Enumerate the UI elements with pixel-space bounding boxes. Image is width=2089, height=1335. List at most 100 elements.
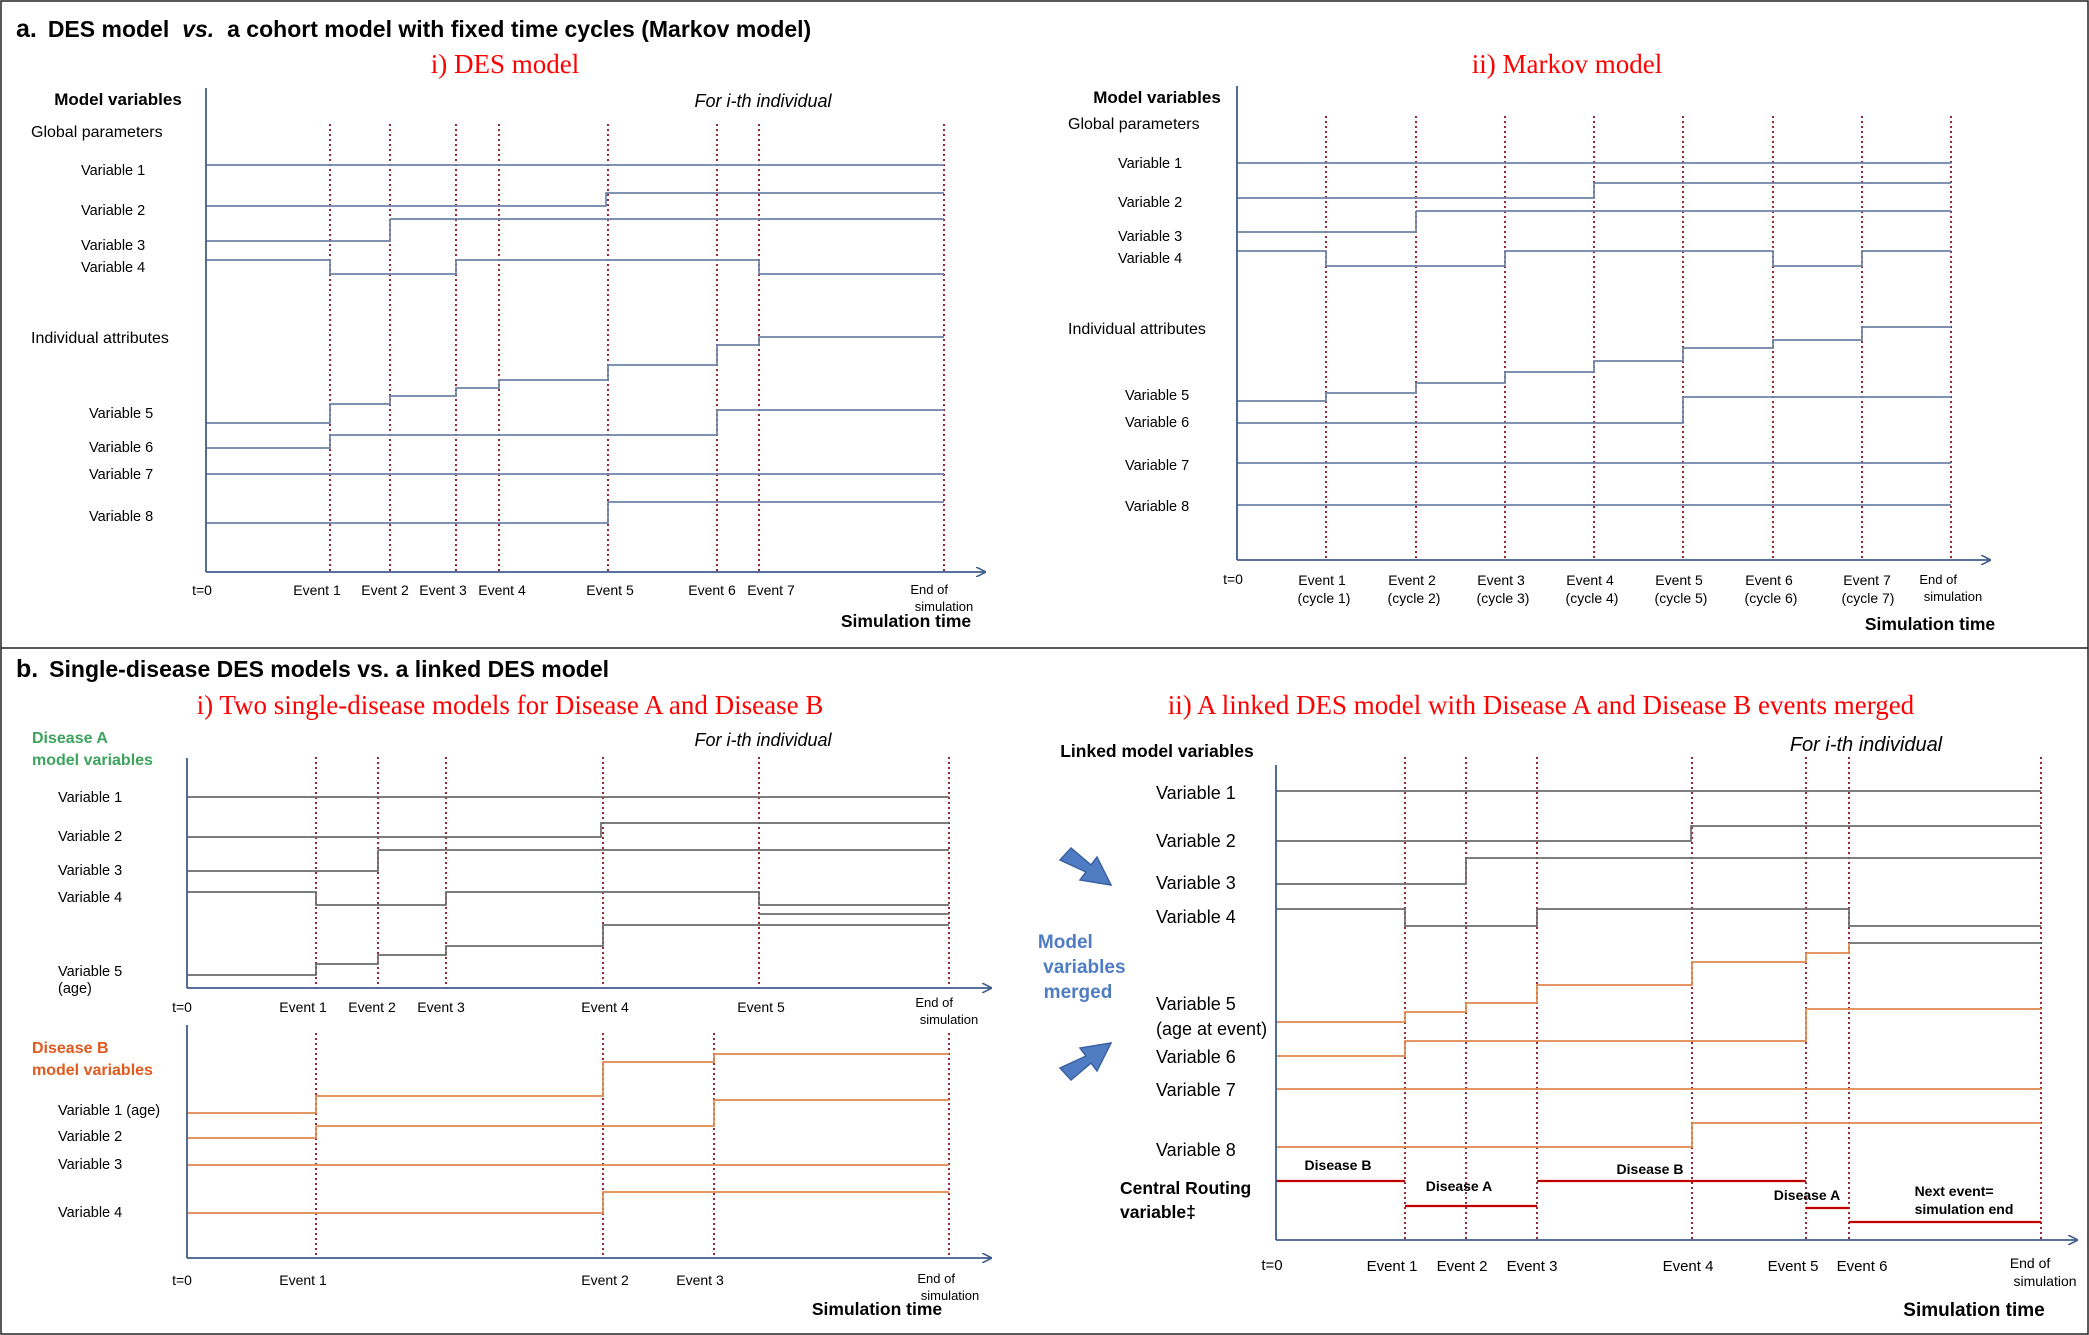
central-routing-trace [1276, 1179, 2041, 1224]
variable-label: Variable 7 [89, 467, 153, 483]
axes [186, 758, 991, 988]
variable-label: Variable 6 [1125, 415, 1189, 431]
event-lines [315, 757, 950, 988]
variable-label: Variable 6 [89, 440, 153, 456]
variable-label: Variable 3 [1118, 229, 1182, 245]
axis-title: Linked model variables [1060, 741, 1254, 761]
trace-variable-2 [187, 822, 949, 838]
variable-label: Variable 5 [89, 406, 153, 422]
event-label: Event 5 [737, 999, 785, 1015]
group-global-parameters: Global parameters [31, 124, 163, 141]
variable-label: Variable 4 [58, 890, 122, 906]
event-label: Event 3 [417, 999, 465, 1015]
trace-variable-8 [206, 501, 944, 524]
variable-label: Variable 2 [58, 829, 122, 845]
cycle-label: (cycle 3) [1477, 590, 1530, 606]
axis-title: Model variables [1093, 88, 1221, 107]
event-label: Event 4 [1566, 572, 1614, 588]
trace-variable-6 [1276, 1008, 2041, 1057]
event-label: Event 2 [581, 1272, 629, 1288]
trace-variable-5 [206, 336, 944, 424]
event-label: Event 1 [1298, 572, 1346, 588]
event-labels: Event 1 Event 2 Event 3 Event 4 Event 5 … [1367, 1258, 1888, 1275]
variable-labels: Variable 1 Variable 2 Variable 3 Variabl… [81, 163, 153, 525]
trace-variable-2 [206, 192, 944, 207]
event-lines [329, 124, 945, 572]
event-label: Event 2 [361, 582, 409, 598]
x-axis-label: Simulation time [1903, 1300, 2044, 1321]
variable-label: Variable 2 [1118, 195, 1182, 211]
event-label: Event 4 [478, 582, 526, 598]
t0-label: t=0 [172, 999, 192, 1015]
trace-variable-4 [1276, 908, 2041, 927]
end-of-simulation-label: End of simulation [1919, 572, 1982, 604]
routing-state-label: Disease A [1774, 1187, 1840, 1203]
disease-a-title: Disease A model variables [32, 730, 153, 769]
variable-label: Variable 4 [1118, 251, 1182, 267]
end-of-simulation-label: End of simulation [915, 995, 978, 1027]
event-label: Event 2 [348, 999, 396, 1015]
disease-b-traces [1276, 943, 2041, 1148]
variable-label: Variable 1 [58, 790, 122, 806]
t0-label: t=0 [172, 1272, 192, 1288]
variable-label: Variable 8 [89, 509, 153, 525]
merge-arrow-up-icon [1058, 1042, 1113, 1082]
variable-labels: Variable 1 Variable 2 Variable 3 Variabl… [1156, 783, 1267, 1160]
event-label: Event 3 [1507, 1258, 1558, 1275]
group-individual-attributes: Individual attributes [1068, 321, 1206, 338]
event-label: Event 7 [747, 582, 795, 598]
individual-note: For i-th individual [694, 730, 832, 750]
merge-arrow-down-icon [1058, 846, 1113, 886]
panel-title: ii) Markov model [1472, 49, 1662, 79]
x-axis-label: Simulation time [1865, 614, 1996, 634]
variable-label: Variable 1 [1118, 156, 1182, 172]
variable-label: Variable 5 [1156, 994, 1236, 1014]
event-label: Event 5 [1655, 572, 1703, 588]
variable-label: Variable 1 (age) [58, 1103, 160, 1119]
t0-label: t=0 [192, 582, 212, 598]
end-of-simulation-label: End of simulation [910, 582, 973, 614]
trace-variable-8 [1276, 1122, 2041, 1148]
merge-label: Model variables merged [1038, 932, 1131, 1003]
variable-traces [187, 1053, 949, 1214]
panel-des-model: i) DES model Model variables For i-th in… [31, 49, 985, 631]
section-b-title: b. Single-disease DES models vs. a linke… [16, 655, 609, 683]
routing-state-label: Disease A [1426, 1178, 1492, 1194]
axis-title: Model variables [54, 90, 182, 109]
event-lines [1404, 757, 2042, 1240]
disease-b-chart: Disease B model variables Variable 1 (ag… [32, 1025, 991, 1319]
event-lines [315, 1033, 950, 1258]
merge-indicator: Model variables merged [1038, 846, 1131, 1082]
end-of-simulation-label: End of simulation [2010, 1255, 2077, 1289]
variable-traces [187, 796, 949, 976]
trace-variable-4 [1237, 250, 1951, 267]
trace-variable-1-branch [316, 1099, 949, 1127]
variable-traces [1237, 162, 1951, 506]
routing-state-label: Disease B [1305, 1157, 1372, 1173]
individual-note: For i-th individual [1790, 734, 1943, 756]
event-label: Event 3 [419, 582, 467, 598]
trace-variable-2 [1276, 825, 2041, 842]
event-label: Event 4 [581, 999, 629, 1015]
variable-label: Variable 7 [1156, 1080, 1236, 1100]
variable-labels: Variable 1 (age) Variable 2 Variable 3 V… [58, 1103, 160, 1221]
section-a-title: a. DES model vs. a cohort model with fix… [16, 15, 811, 43]
event-labels: Event 1 Event 2 Event 3 Event 4 Event 5 [279, 999, 785, 1015]
variable-label: Variable 8 [1125, 499, 1189, 515]
cycle-label: (cycle 6) [1745, 590, 1798, 606]
trace-variable-2 [1237, 182, 1951, 199]
routing-state-label: Next event= simulation end [1915, 1183, 2014, 1217]
panel-title: i) Two single-disease models for Disease… [197, 690, 824, 720]
trace-variable-3 [1276, 858, 1467, 885]
event-labels: Event 1 Event 2 Event 3 [279, 1272, 724, 1288]
variable-label: Variable 2 [58, 1129, 122, 1145]
trace-variable-5 [1237, 326, 1951, 402]
event-label: Event 6 [1837, 1258, 1888, 1275]
trace-variable-3 [1237, 211, 1417, 233]
individual-note: For i-th individual [694, 91, 832, 111]
end-of-simulation-label: End of simulation [917, 1271, 979, 1303]
trace-variable-4 [187, 1191, 949, 1214]
variable-label: Variable 3 [81, 238, 145, 254]
variable-label: Variable 3 [58, 1157, 122, 1173]
